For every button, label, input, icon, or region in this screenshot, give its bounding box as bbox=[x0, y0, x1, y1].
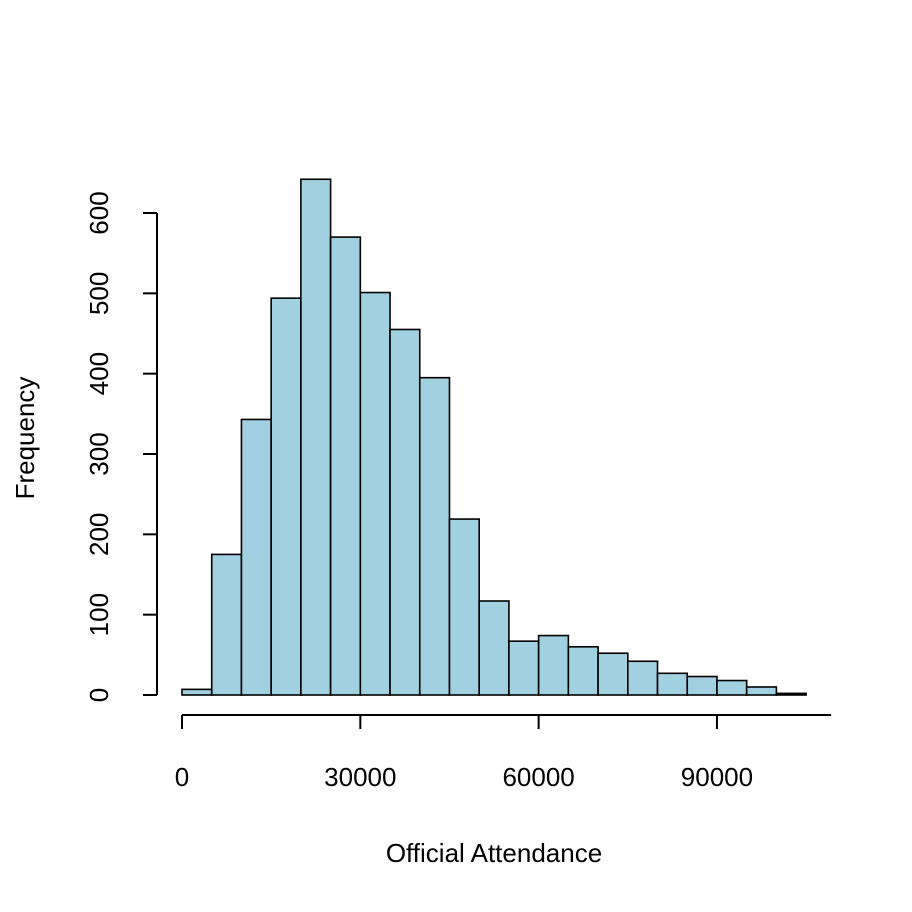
histogram-bar bbox=[389, 328, 421, 696]
y-tick-label: 400 bbox=[84, 352, 114, 395]
y-tick-label: 600 bbox=[84, 191, 114, 234]
y-axis: 0 100 200 300 400 500 600 bbox=[84, 191, 158, 702]
histogram-bar bbox=[359, 291, 391, 696]
histogram-bar bbox=[537, 634, 570, 696]
x-axis: 0 30000 60000 90000 bbox=[175, 714, 832, 792]
histogram-bar bbox=[270, 297, 302, 696]
y-tick-label: 100 bbox=[84, 593, 114, 636]
histogram-bar bbox=[240, 418, 272, 696]
y-tick-label: 0 bbox=[84, 688, 114, 702]
histogram-bar bbox=[448, 518, 481, 696]
histogram-bar bbox=[656, 672, 689, 696]
histogram-bar bbox=[775, 692, 807, 696]
histogram-bar bbox=[567, 646, 599, 696]
y-tick-label: 200 bbox=[84, 513, 114, 556]
y-tick-label: 300 bbox=[84, 432, 114, 475]
histogram-bar bbox=[210, 553, 243, 696]
histogram-bar bbox=[686, 675, 718, 696]
histogram-bar bbox=[478, 600, 510, 696]
x-tick-label: 0 bbox=[175, 762, 189, 792]
histogram-bar bbox=[716, 679, 748, 696]
histogram-bar bbox=[745, 686, 778, 696]
histogram-bar bbox=[626, 660, 659, 696]
histogram-bar bbox=[508, 640, 540, 696]
y-tick-label: 500 bbox=[84, 272, 114, 315]
histogram-bars bbox=[181, 178, 807, 696]
x-axis-title: Official Attendance bbox=[386, 838, 602, 868]
x-tick-label: 30000 bbox=[324, 762, 396, 792]
histogram-bar bbox=[329, 236, 362, 696]
histogram-bar bbox=[181, 688, 213, 696]
x-tick-label: 60000 bbox=[502, 762, 574, 792]
y-axis-title: Frequency bbox=[10, 377, 40, 500]
histogram-bar bbox=[597, 652, 629, 696]
x-tick-label: 90000 bbox=[681, 762, 753, 792]
histogram-bar bbox=[418, 376, 451, 696]
histogram-bar bbox=[300, 178, 332, 696]
